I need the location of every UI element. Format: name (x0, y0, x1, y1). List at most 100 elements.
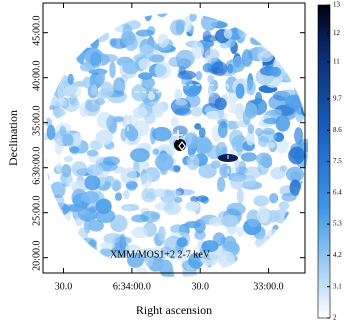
emission (270, 108, 283, 116)
emission (177, 70, 197, 80)
emission (189, 13, 197, 22)
colorbar-tick-label: 3.1 (333, 282, 342, 290)
emission (56, 207, 64, 217)
emission (285, 94, 304, 109)
emission (223, 235, 237, 252)
emission (227, 63, 234, 74)
emission (234, 158, 241, 173)
y-tick-label: 6:30:00.0 (31, 147, 42, 185)
emission (232, 55, 245, 70)
emission (122, 60, 140, 75)
emission (194, 230, 206, 240)
emission (242, 109, 252, 125)
emission (302, 143, 308, 151)
emission (263, 117, 279, 125)
x-tick-label: 30.0 (191, 281, 209, 292)
emission (109, 61, 116, 79)
emission (163, 190, 182, 197)
emission (114, 192, 123, 201)
emission (173, 165, 181, 173)
y-axis-label: Declination (6, 110, 20, 166)
emission (71, 132, 82, 147)
emission (112, 180, 121, 192)
emission (212, 232, 226, 247)
emission (99, 241, 116, 250)
emission (86, 164, 104, 176)
emission (269, 192, 279, 204)
emission (95, 129, 113, 146)
colorbar-tick-label: 12 (333, 29, 341, 37)
emission (226, 202, 246, 216)
emission (62, 133, 74, 146)
emission (174, 99, 188, 106)
emission (273, 209, 291, 224)
emission (154, 61, 172, 80)
emission (53, 101, 63, 119)
emission (49, 181, 66, 199)
emission (139, 44, 154, 60)
y-tick-label: 40:00.0 (31, 61, 42, 91)
emission (254, 235, 275, 250)
x-axis-label: Right ascension (136, 303, 212, 317)
emission (284, 212, 291, 229)
emission (123, 189, 130, 200)
colorbar-tick-label: 7.5 (333, 157, 342, 165)
emission (221, 214, 239, 228)
emission (86, 149, 99, 157)
emission (106, 114, 117, 132)
emission (90, 36, 100, 50)
emission (207, 84, 215, 98)
emission (186, 154, 200, 171)
emission (289, 179, 301, 197)
emission (131, 226, 148, 239)
colorbar-tick-label: 11 (333, 58, 340, 66)
emission (194, 123, 202, 130)
emission (153, 188, 166, 198)
emission (125, 244, 141, 253)
emission (168, 56, 183, 68)
emission (67, 204, 84, 212)
emission (123, 204, 132, 212)
emission (170, 224, 185, 234)
emission (275, 115, 291, 132)
emission (285, 166, 305, 182)
y-tick-label: 25:00.0 (31, 196, 42, 226)
emission (223, 28, 233, 39)
emission (89, 29, 110, 43)
emission (152, 148, 159, 155)
emission (79, 62, 96, 72)
emission (90, 51, 102, 68)
emission (119, 233, 127, 252)
marker-diamond (178, 141, 186, 151)
emission (71, 161, 88, 177)
emission (63, 155, 73, 163)
emission (100, 81, 114, 99)
emission (191, 41, 204, 59)
emission (217, 121, 228, 139)
emission (44, 173, 50, 185)
emission (122, 24, 133, 42)
emission (62, 97, 80, 112)
emission (217, 13, 228, 28)
emission (174, 88, 183, 101)
emission (294, 127, 304, 145)
emission (250, 35, 265, 46)
emission (132, 106, 148, 119)
emission (275, 57, 283, 68)
emission (246, 79, 256, 96)
emission (214, 97, 227, 111)
emission (157, 33, 169, 48)
emission (99, 247, 113, 258)
plot-frame (42, 2, 306, 274)
emission (202, 63, 214, 73)
x-tick-label: 6:34:00.0 (113, 281, 151, 292)
emission (275, 138, 289, 154)
emission (236, 226, 244, 237)
emission (254, 91, 263, 104)
emission (211, 61, 228, 76)
emission (54, 137, 63, 155)
emission (257, 130, 277, 143)
colorbar-tick-label: 8.6 (333, 126, 342, 134)
y-tick-label: 35:00.0 (31, 106, 42, 136)
